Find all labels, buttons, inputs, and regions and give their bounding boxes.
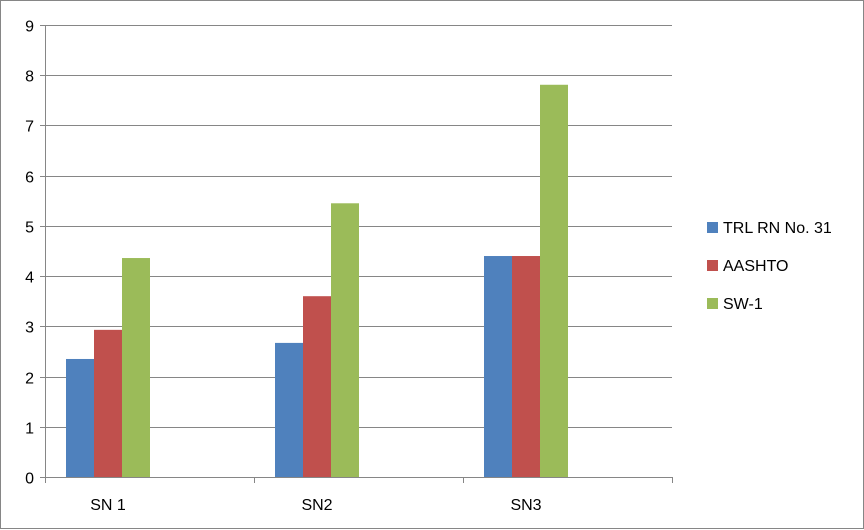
bar-sw-1-0	[122, 258, 150, 477]
y-tick-label: 8	[25, 69, 34, 86]
bar-sw-1-1	[331, 203, 359, 478]
y-tick-label: 4	[25, 270, 34, 287]
y-tick-labels: 0 1 2 3 4 5 6 7 8 9	[25, 19, 34, 488]
bar-sw-1-2	[540, 84, 568, 478]
x-category-label: SN 1	[90, 497, 126, 514]
bar-aashto-2	[512, 256, 540, 477]
legend-label: TRL RN No. 31	[723, 220, 832, 237]
y-tick-label: 2	[25, 371, 34, 388]
x-category-labels: SN 1 SN2 SN3	[90, 497, 541, 514]
legend-swatch	[707, 298, 718, 309]
y-tick-label: 3	[25, 320, 34, 337]
legend-label: AASHTO	[723, 258, 789, 275]
bar-aashto-0	[94, 329, 122, 477]
axes	[40, 25, 673, 483]
y-tick-label: 6	[25, 170, 34, 187]
bar-trl-rn-no-31-1	[275, 342, 303, 477]
y-tick-label: 0	[25, 471, 34, 488]
y-tick-label: 5	[25, 220, 34, 237]
bars	[66, 84, 568, 478]
x-category-label: SN2	[301, 497, 332, 514]
x-category-label: SN3	[510, 497, 541, 514]
legend: TRL RN No. 31 AASHTO SW-1	[707, 220, 832, 313]
legend-swatch	[707, 222, 718, 233]
legend-label: SW-1	[723, 296, 763, 313]
y-tick-label: 1	[25, 421, 34, 438]
y-tick-label: 7	[25, 119, 34, 136]
y-tick-label: 9	[25, 19, 34, 36]
bar-aashto-1	[303, 296, 331, 477]
bar-trl-rn-no-31-2	[484, 256, 512, 477]
bar-trl-rn-no-31-0	[66, 358, 94, 477]
legend-swatch	[707, 260, 718, 271]
